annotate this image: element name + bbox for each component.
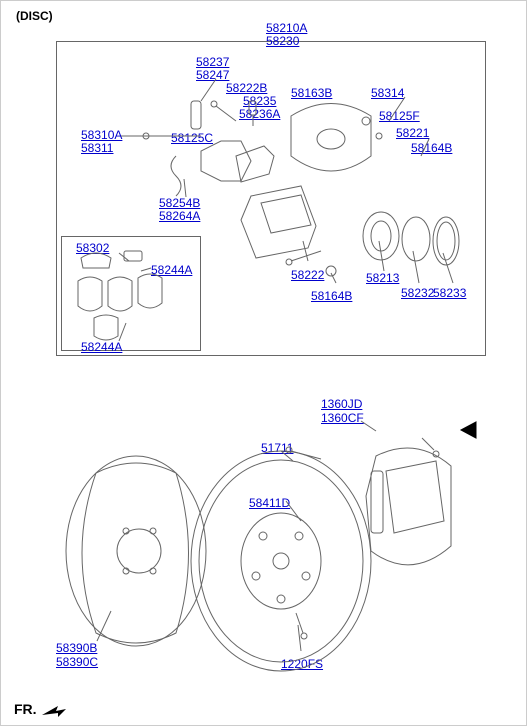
- fr-text: FR.: [14, 701, 37, 717]
- front-direction-label: FR.: [14, 701, 66, 717]
- lower-assembly: [41, 401, 491, 701]
- caliper-exploded-view: [61, 61, 481, 351]
